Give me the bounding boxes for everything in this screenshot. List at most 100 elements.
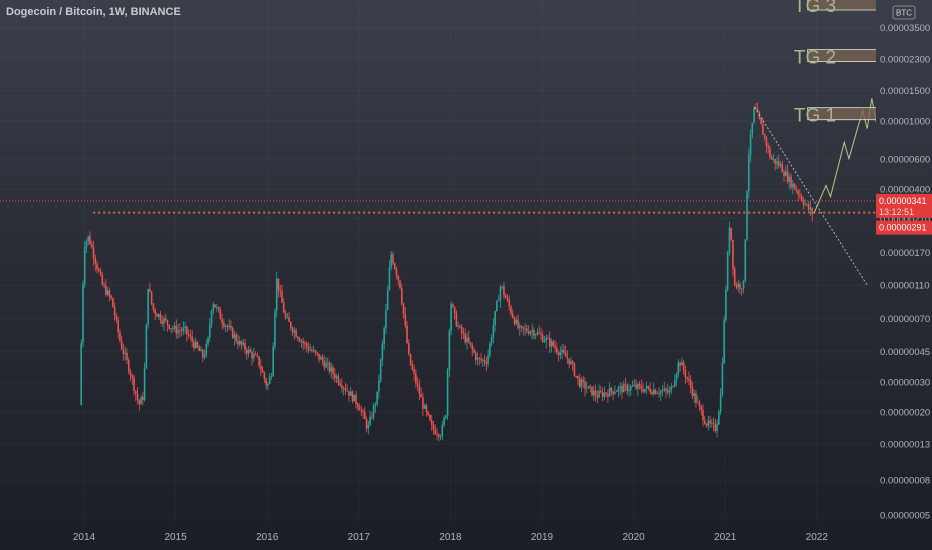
candle <box>191 330 193 348</box>
candle <box>395 266 398 280</box>
candle <box>508 295 511 311</box>
candle <box>601 387 604 401</box>
candle <box>164 313 167 323</box>
candle <box>272 342 274 377</box>
chart-canvas[interactable]: TG 1 TG 2 TG 3 <box>0 0 876 524</box>
candle <box>94 254 97 272</box>
candle <box>242 338 245 348</box>
candle <box>524 323 526 336</box>
candle <box>113 302 116 321</box>
candle <box>194 337 197 350</box>
candle <box>145 323 148 369</box>
candle <box>633 379 636 387</box>
candle <box>136 387 139 405</box>
candle <box>295 327 297 338</box>
candle <box>591 386 593 397</box>
candle <box>707 415 710 431</box>
candle <box>147 288 149 329</box>
candle <box>198 344 201 352</box>
candle <box>614 385 616 396</box>
candle <box>723 315 725 365</box>
symbol-title[interactable]: Dogecoin / Bitcoin, 1W, BINANCE <box>6 6 181 18</box>
candle <box>105 278 107 297</box>
candle <box>344 382 347 396</box>
candle <box>735 281 738 290</box>
candle <box>87 235 90 246</box>
candle <box>425 403 428 417</box>
candle <box>811 207 814 222</box>
candle <box>719 388 722 415</box>
candle <box>263 371 266 383</box>
y-tick-label: 0.00000020 <box>880 408 930 419</box>
resistance-trendline <box>754 106 868 286</box>
candle <box>429 413 431 422</box>
candle <box>776 156 778 170</box>
candle <box>235 332 237 344</box>
candle <box>711 418 713 428</box>
candle <box>439 434 442 440</box>
candle <box>450 301 452 336</box>
candle <box>659 389 662 401</box>
candle <box>156 312 158 317</box>
candle <box>571 359 574 371</box>
candle <box>436 428 438 440</box>
candle <box>746 189 748 241</box>
candle <box>473 347 475 354</box>
candle <box>626 383 629 396</box>
candle <box>293 326 296 340</box>
time-ticks: 2014 2015 2016 2017 2018 2019 2020 2021 2022 <box>73 532 828 543</box>
target-label: TG 1 <box>794 106 836 127</box>
candle <box>446 367 449 420</box>
candle <box>666 383 669 395</box>
candle <box>346 384 348 392</box>
candle <box>182 321 185 336</box>
candle <box>122 343 125 361</box>
candle <box>131 373 134 386</box>
candle <box>688 371 690 386</box>
candle <box>763 133 766 141</box>
candle <box>469 342 472 348</box>
candle <box>506 294 509 302</box>
candle <box>452 302 454 308</box>
candle <box>792 179 794 195</box>
candle <box>749 129 752 163</box>
candle <box>728 221 731 256</box>
candle <box>596 389 599 404</box>
candle <box>663 381 666 393</box>
currency-badge[interactable]: BTC <box>892 5 916 20</box>
candle <box>621 382 623 400</box>
candle <box>138 399 141 411</box>
candle <box>739 281 741 295</box>
time-axis[interactable]: 2014 2015 2016 2017 2018 2019 2020 2021 2022 <box>0 524 876 550</box>
y-tick-label: 0.00000170 <box>880 248 930 259</box>
candle <box>360 405 363 417</box>
candle <box>298 336 301 343</box>
candle <box>171 325 174 333</box>
candle <box>740 288 743 296</box>
candle <box>180 326 183 337</box>
candle <box>733 266 736 287</box>
candle <box>304 340 306 349</box>
price-ticks: 0.000055000.000035000.000023000.00001500… <box>880 0 930 522</box>
candle <box>793 183 796 190</box>
candle <box>228 319 230 330</box>
price-axis[interactable]: 0.000055000.000035000.000023000.00001500… <box>876 0 932 524</box>
candle <box>730 227 732 242</box>
candle <box>665 387 667 399</box>
candle <box>695 390 697 408</box>
candle <box>654 388 657 395</box>
candle <box>351 390 354 404</box>
candle <box>737 279 740 293</box>
y-tick-label: 0.00000013 <box>880 440 930 451</box>
candle <box>231 326 234 339</box>
candle <box>270 372 273 381</box>
candle <box>186 325 188 342</box>
candle <box>208 317 211 342</box>
candle <box>163 315 165 331</box>
candle <box>661 384 664 397</box>
candle <box>457 321 459 330</box>
candle <box>80 339 82 406</box>
candle <box>265 377 267 390</box>
candle <box>223 319 225 329</box>
candle <box>617 385 620 398</box>
